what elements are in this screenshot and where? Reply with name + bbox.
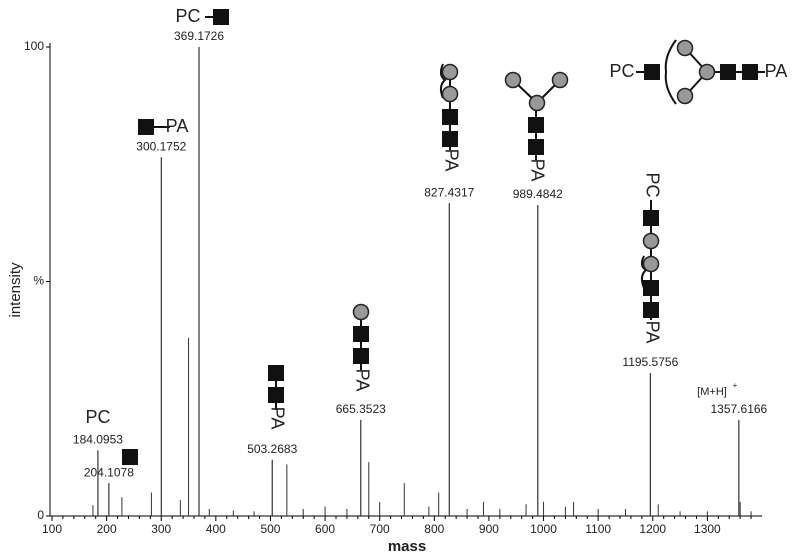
x-tick-label: 1100 <box>585 522 611 536</box>
glycan-square <box>353 326 369 342</box>
glycan-square <box>643 302 659 318</box>
annotation: PC <box>609 61 634 81</box>
glycan-circle <box>528 94 546 112</box>
annotation: PA <box>352 369 372 392</box>
glycan-square <box>122 449 138 465</box>
x-tick-label: 600 <box>315 522 335 536</box>
glycan-square <box>644 64 660 80</box>
glycan-square <box>528 139 544 155</box>
annotation: PA <box>441 149 461 172</box>
annotation: PA <box>267 407 287 430</box>
x-tick-label: 300 <box>151 522 171 536</box>
glycan-circle <box>676 39 694 57</box>
glycan-bracket <box>664 39 677 105</box>
glycan-square <box>643 210 659 226</box>
glycan-square <box>442 131 458 147</box>
x-tick-label: 1200 <box>639 522 666 536</box>
annotation: + <box>733 381 738 390</box>
y-tick-label: 100 <box>24 39 44 53</box>
annotation: PC <box>85 407 110 427</box>
glycan-circle <box>642 255 660 273</box>
peak-label: 503.2683 <box>247 442 297 456</box>
peak-label: 665.3523 <box>336 402 386 416</box>
glycan-circle <box>441 63 459 81</box>
glycan-square <box>643 280 659 296</box>
y-tick-label: % <box>33 274 44 288</box>
glycan-square <box>353 348 369 364</box>
x-tick-label: 800 <box>424 522 444 536</box>
glycan-circle <box>352 303 370 321</box>
y-tick-label: 0 <box>37 508 44 522</box>
glycan-circle <box>642 232 660 250</box>
annotation: PA <box>166 116 189 136</box>
peak-label: 204.1078 <box>84 465 134 479</box>
peak-label: 184.0953 <box>73 433 123 447</box>
annotation: PA <box>642 321 662 344</box>
x-tick-label: 500 <box>260 522 280 536</box>
peak-label: 1195.5756 <box>622 355 678 369</box>
glycan-square <box>213 9 229 25</box>
x-tick-label: 700 <box>370 522 390 536</box>
glycan-square <box>138 119 154 135</box>
peak-label: 369.1726 <box>174 29 224 43</box>
x-tick-label: 400 <box>206 522 226 536</box>
annotation: [M+H] <box>697 386 727 398</box>
x-tick-label: 900 <box>479 522 499 536</box>
x-tick-label: 1300 <box>694 522 721 536</box>
glycan-circle <box>441 85 459 103</box>
x-axis-label: mass <box>388 538 426 555</box>
annotation: PC <box>175 6 200 26</box>
peak-label: 300.1752 <box>136 139 186 153</box>
glycan-square <box>442 109 458 125</box>
glycan-circle <box>551 71 569 89</box>
glycan-square <box>268 387 284 403</box>
glycan-square <box>268 365 284 381</box>
glycan-circle <box>676 87 694 105</box>
glycan-circle <box>698 63 716 81</box>
x-tick-label: 100 <box>42 522 62 536</box>
x-tick-label: 200 <box>97 522 117 536</box>
annotation: PA <box>527 159 547 182</box>
glycan-square <box>720 64 736 80</box>
y-axis-label: intensity <box>7 262 24 318</box>
glycan-bracket <box>439 63 447 99</box>
annotation: PA <box>765 61 788 81</box>
glycan-square <box>528 117 544 133</box>
peak-label: 989.4842 <box>513 187 563 201</box>
peak-label: 827.4317 <box>424 185 474 199</box>
peak-label: 1357.6166 <box>710 402 767 416</box>
x-tick-label: 1000 <box>530 522 557 536</box>
glycan-circle <box>504 71 522 89</box>
glycan-square <box>742 64 758 80</box>
annotation: PC <box>642 172 662 197</box>
